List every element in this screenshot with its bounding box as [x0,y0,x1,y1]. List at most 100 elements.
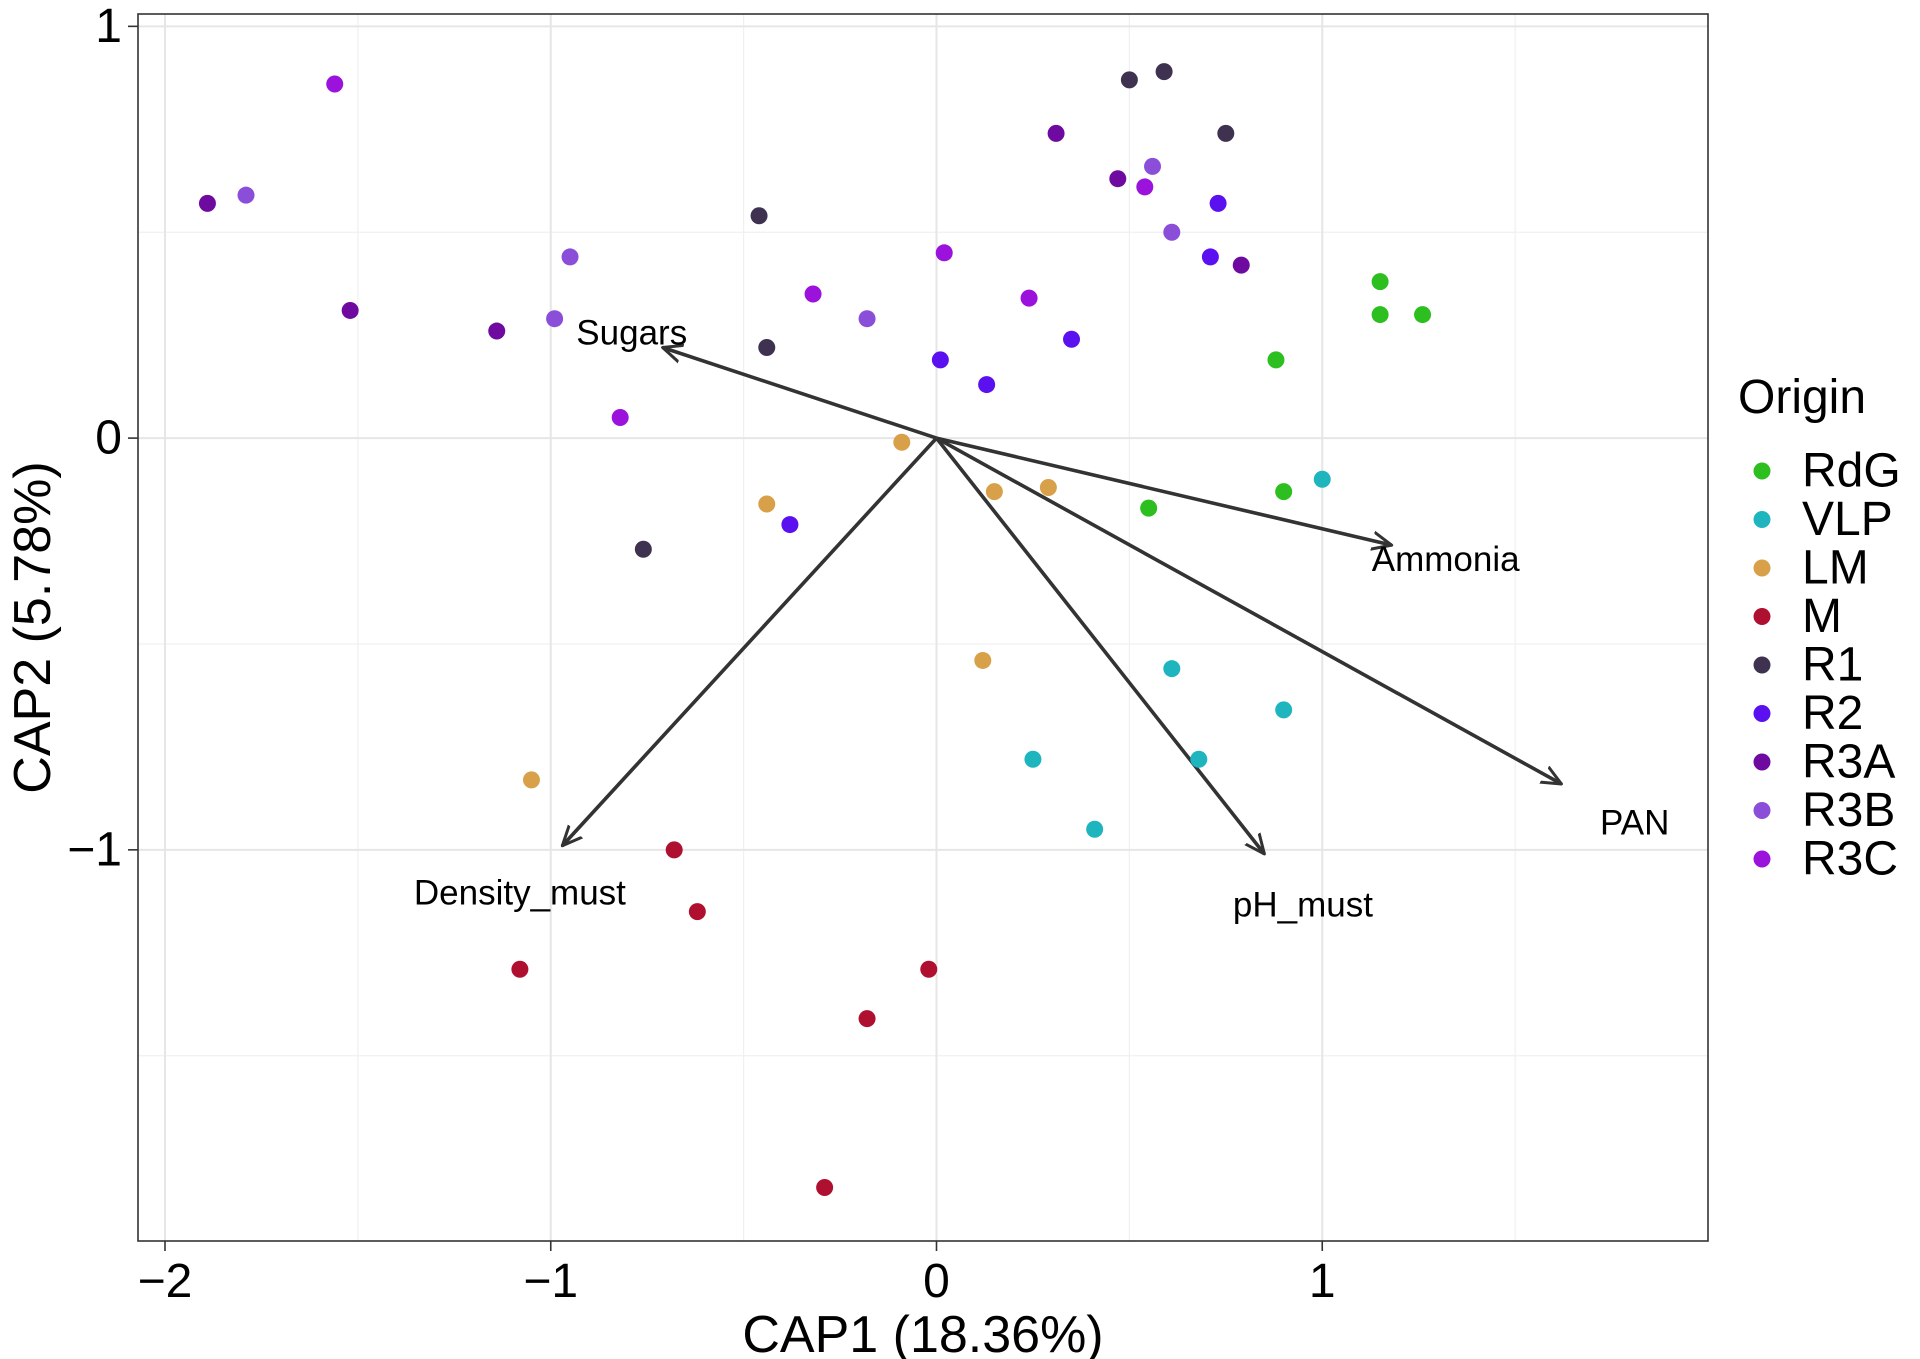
data-point-rdg [1371,306,1389,324]
x-tick-label: 0 [923,1255,950,1308]
data-point-rdg [1414,306,1432,324]
data-point-rdg [1140,499,1158,517]
data-point-r3b [237,186,255,204]
x-tick-label: −2 [138,1255,193,1308]
x-axis-title: CAP1 (18.36%) [742,1306,1103,1359]
data-point-r3c [1136,178,1154,196]
grid-lines [138,14,1708,1241]
arrow-pan [935,436,1562,786]
arrow-label-ammonia: Ammonia [1372,540,1520,579]
data-point-r3b [546,310,564,328]
legend-label-rdg: RdG [1802,445,1901,498]
data-point-r3a [1109,170,1127,188]
legend-key-r3a [1753,753,1771,771]
x-tick-label: −1 [523,1255,578,1308]
data-point-m [511,960,529,978]
legend-key-vlp [1753,511,1771,528]
data-point-rdg [1371,273,1389,291]
data-point-vlp [1163,660,1181,678]
data-point-m [816,1178,834,1196]
legend-label-lm: LM [1802,542,1869,595]
data-point-r1 [1217,124,1235,142]
data-point-m [858,1010,876,1028]
arrow-label-pan: PAN [1600,803,1669,842]
y-tick-label: −1 [67,823,122,876]
data-point-r3c [804,285,822,303]
data-point-vlp [1275,701,1293,719]
data-point-r1 [634,540,652,558]
data-point-r2 [978,376,996,394]
legend-label-r3a: R3A [1802,736,1895,789]
legend-key-rdg [1753,462,1771,480]
data-point-r2 [781,516,799,534]
data-point-m [665,841,683,859]
data-point-r3a [1047,124,1065,142]
arrow-label-density-must: Density_must [414,873,626,912]
data-point-r3c [611,409,629,427]
data-point-m [688,903,706,921]
data-point-rdg [1275,483,1293,501]
data-point-r3b [1163,223,1181,241]
legend-title: Origin [1738,371,1866,424]
data-point-lm [1039,479,1057,497]
arrow-sugars [663,348,938,440]
legend-key-m [1753,608,1771,625]
legend-label-r2: R2 [1802,687,1863,740]
y-axis-title: CAP2 (5.78%) [4,461,62,793]
data-point-vlp [1024,750,1042,768]
data-point-r1 [758,339,776,357]
legend-label-r1: R1 [1802,639,1863,692]
data-point-lm [893,433,911,451]
data-point-r3a [1232,256,1250,274]
data-point-r1 [1155,63,1173,81]
data-point-r2 [1063,330,1081,348]
data-point-r3b [858,310,876,328]
data-point-rdg [1267,351,1285,369]
legend-label-m: M [1802,590,1842,643]
data-point-lm [974,651,992,669]
arrow-ph-must [935,436,1265,854]
y-tick-label: 1 [95,0,122,53]
legend-key-lm [1753,559,1771,577]
vector-arrows: Sugars Ammonia PAN pH_must Density_must [414,313,1670,924]
data-point-r3b [1144,157,1162,175]
data-point-m [920,960,938,978]
x-tick-label: 1 [1309,1255,1336,1308]
data-point-r3a [488,322,506,340]
data-point-vlp [1190,750,1208,768]
data-point-vlp [1313,470,1331,488]
data-point-r2 [1201,248,1219,266]
legend-label-r3c: R3C [1802,833,1898,886]
data-point-lm [522,771,540,789]
y-tick-label: 0 [95,412,122,465]
legend-key-r2 [1753,705,1771,722]
legend-label-vlp: VLP [1802,493,1893,546]
data-point-lm [985,483,1003,501]
data-point-vlp [1086,820,1104,838]
arrow-density-must [562,436,938,846]
axis-ticks: −2 −1 0 1 1 0 −1 [67,0,1335,1308]
plot-border [137,13,1709,1242]
data-points [198,63,1432,1196]
legend-key-r3b [1753,802,1771,819]
data-point-r3a [341,301,359,319]
data-point-r3a [198,194,216,212]
data-point-r3c [326,75,344,93]
data-point-r3c [1020,289,1038,307]
data-point-r3b [561,248,579,266]
data-point-r1 [1120,71,1138,89]
plot-panel [138,14,1708,1241]
arrow-label-ph-must: pH_must [1233,886,1373,925]
arrow-label-sugars: Sugars [576,313,687,352]
data-point-r1 [750,207,768,225]
data-point-lm [758,495,776,513]
data-point-r2 [1209,194,1227,212]
legend-label-r3b: R3B [1802,784,1895,837]
legend-key-r1 [1753,656,1771,674]
arrow-ammonia [936,436,1392,545]
data-point-r2 [931,351,949,369]
data-point-r3c [935,244,953,262]
legend-key-r3c [1753,850,1771,868]
